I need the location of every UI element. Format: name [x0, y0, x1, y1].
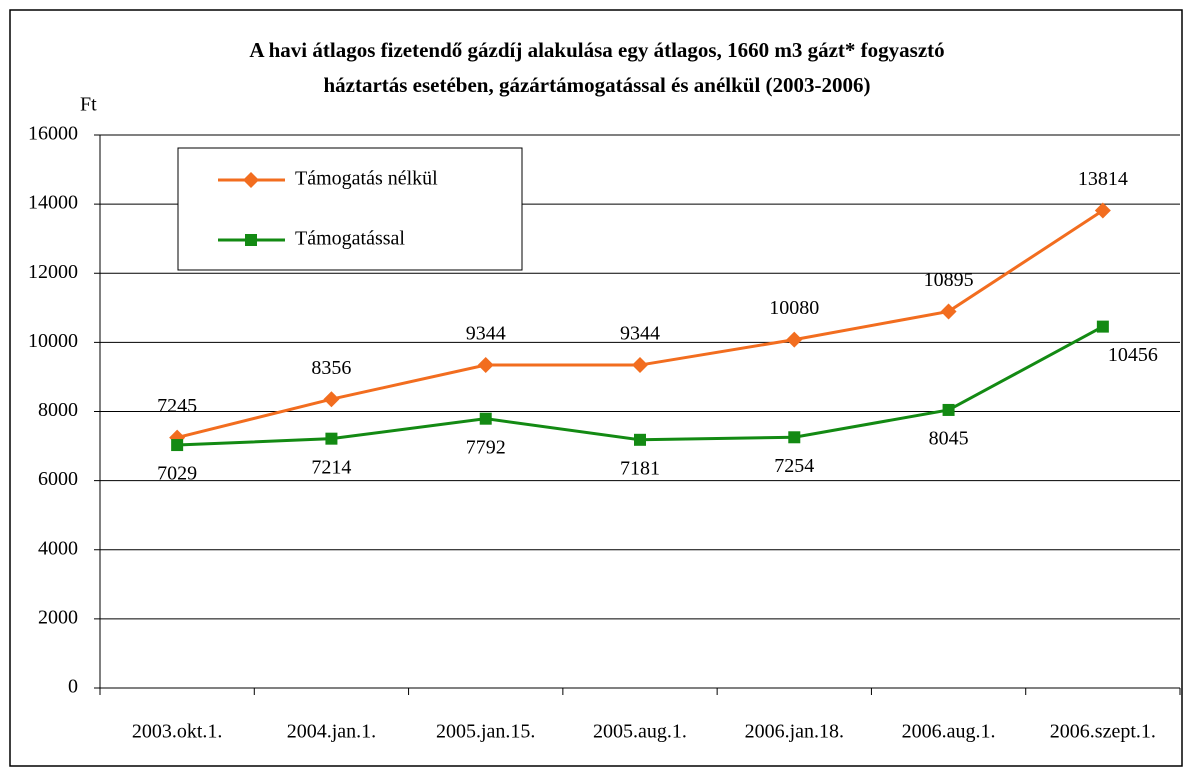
marker — [632, 357, 648, 374]
marker — [245, 234, 257, 246]
data-label: 9344 — [620, 323, 660, 345]
y-tick-label: 12000 — [28, 261, 78, 283]
chart-frame — [9, 9, 1183, 767]
data-label: 10080 — [769, 297, 819, 319]
legend-box — [177, 147, 523, 271]
marker — [942, 403, 955, 416]
marker — [786, 331, 803, 348]
marker — [940, 303, 957, 320]
chart-title: háztartás esetében, gázártámogatással és… — [323, 73, 870, 97]
data-label: 9344 — [466, 323, 506, 345]
marker — [634, 433, 646, 446]
data-label: 10456 — [1108, 344, 1158, 366]
marker — [479, 412, 492, 425]
x-tick-label: 2004.jan.1. — [287, 721, 376, 743]
data-label: 7029 — [157, 463, 197, 485]
x-tick-label: 2005.jan.15. — [436, 721, 535, 743]
y-axis-label: Ft — [80, 94, 97, 116]
y-tick-label: 0 — [68, 676, 78, 698]
marker — [477, 357, 494, 374]
marker — [323, 391, 340, 408]
chart-title: A havi átlagos fizetendő gázdíj alakulás… — [249, 38, 944, 62]
marker — [171, 439, 184, 452]
data-label: 7792 — [466, 436, 506, 458]
data-label: 7181 — [620, 457, 660, 479]
y-tick-label: 2000 — [38, 606, 78, 628]
x-tick-label: 2003.okt.1. — [132, 721, 223, 743]
x-tick-label: 2006.jan.18. — [745, 721, 844, 743]
marker — [325, 432, 338, 445]
data-label: 7214 — [311, 456, 351, 478]
marker — [1096, 320, 1109, 333]
data-label: 7254 — [774, 455, 814, 477]
data-label: 10895 — [924, 269, 974, 291]
data-label: 8045 — [929, 428, 969, 450]
marker — [243, 172, 259, 188]
legend-label: Támogatással — [295, 228, 405, 250]
y-tick-label: 8000 — [38, 399, 78, 421]
x-tick-label: 2006.szept.1. — [1050, 721, 1156, 743]
y-tick-label: 16000 — [28, 123, 78, 145]
y-tick-label: 6000 — [38, 468, 78, 490]
y-tick-label: 10000 — [28, 330, 78, 352]
x-tick-label: 2005.aug.1. — [593, 721, 687, 743]
marker — [788, 431, 801, 444]
x-tick-label: 2006.aug.1. — [902, 721, 996, 743]
legend-label: Támogatás nélkül — [295, 168, 438, 190]
marker — [1094, 202, 1111, 219]
data-label: 8356 — [311, 357, 351, 379]
data-label: 7245 — [157, 395, 197, 417]
y-tick-label: 14000 — [28, 192, 78, 214]
y-tick-label: 4000 — [38, 537, 78, 559]
data-label: 13814 — [1078, 168, 1128, 190]
